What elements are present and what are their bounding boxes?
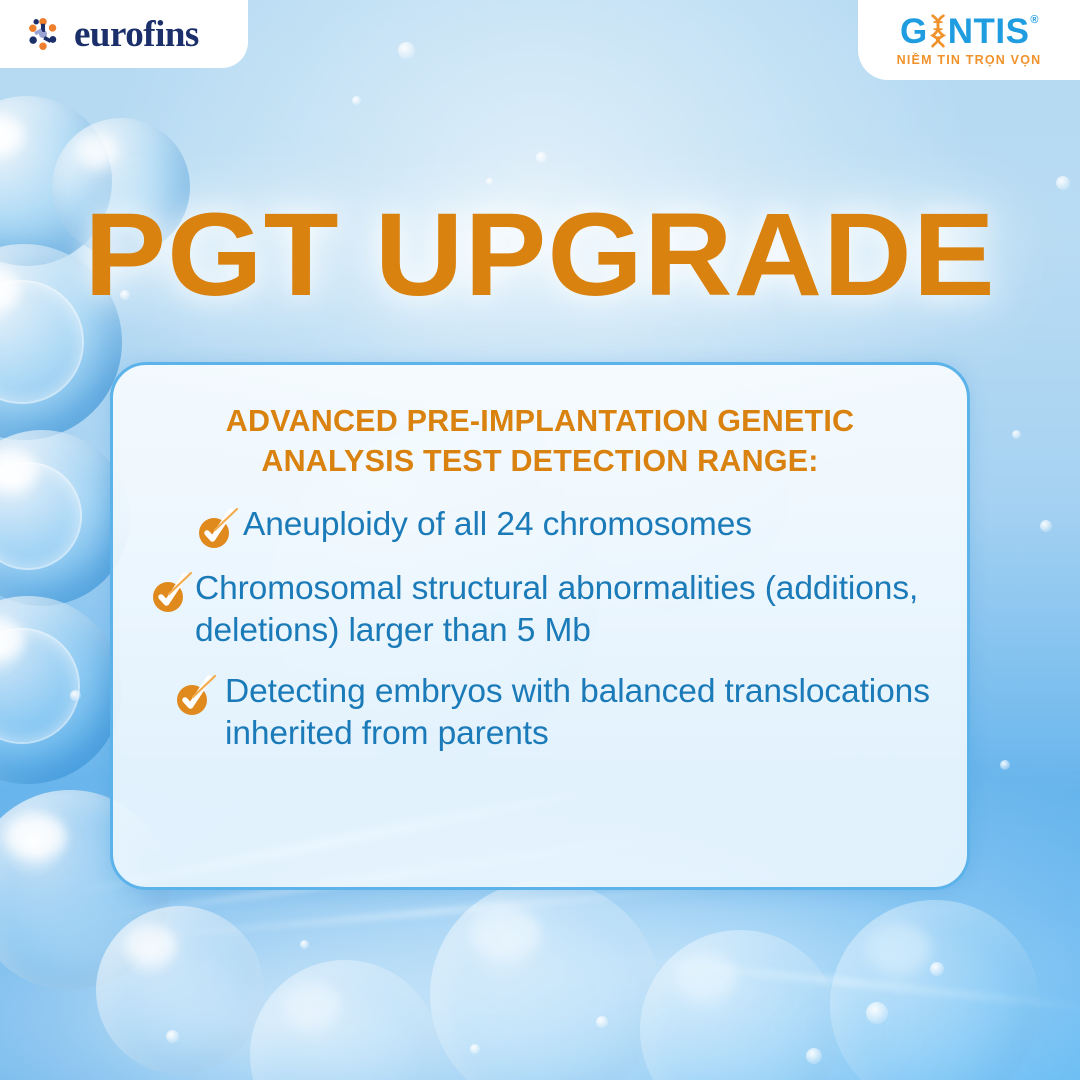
sparkle: [70, 690, 81, 701]
sparkle: [470, 1044, 480, 1054]
decorative-orb: [830, 900, 1040, 1080]
card-heading-line-2: ANALYSIS TEST DETECTION RANGE:: [261, 444, 819, 479]
gentis-tagline: NIỀM TIN TRỌN VỌN: [896, 52, 1042, 67]
gentis-wordmark: G NTIS ®: [899, 11, 1040, 51]
helix-ring-icon: [0, 462, 82, 570]
list-item: Aneuploidy of all 24 chromosomes: [139, 504, 941, 550]
detection-range-card: ADVANCED PRE-IMPLANTATION GENETIC ANALYS…: [110, 362, 970, 890]
orange-check-badge-icon: [153, 571, 193, 612]
detection-range-list: Aneuploidy of all 24 chromosomes Chromos…: [139, 504, 941, 756]
sparkle: [166, 1030, 179, 1043]
sparkle: [486, 178, 493, 185]
decorative-orb: [0, 596, 122, 784]
list-item-label: Aneuploidy of all 24 chromosomes: [243, 505, 752, 543]
helix-ring-icon: [0, 628, 80, 744]
sparkle: [930, 962, 944, 976]
eurofins-dot-cluster-icon: [29, 18, 57, 50]
decorative-orb: [430, 880, 660, 1080]
sparkle: [352, 96, 361, 105]
sparkle: [536, 152, 547, 163]
gentis-wordmark-before: G: [899, 11, 928, 51]
sparkle: [596, 1016, 608, 1028]
list-item: Chromosomal structural abnormalities (ad…: [139, 568, 941, 653]
eurofins-logo-panel: eurofins: [0, 0, 248, 68]
sparkle: [1040, 520, 1052, 532]
list-item-label: Detecting embryos with balanced transloc…: [225, 672, 930, 753]
list-item-label: Chromosomal structural abnormalities (ad…: [195, 569, 919, 650]
sparkle: [866, 1002, 888, 1024]
page-title: PGT UPGRADE: [84, 189, 996, 321]
sparkle: [398, 42, 415, 59]
orange-check-badge-icon: [177, 674, 217, 715]
decorative-orb: [96, 906, 264, 1074]
decorative-orb: [640, 930, 840, 1080]
card-heading-line-1: ADVANCED PRE-IMPLANTATION GENETIC: [225, 404, 855, 438]
sparkle: [1056, 176, 1070, 190]
eurofins-wordmark: eurofins: [74, 13, 199, 55]
light-streak: [620, 953, 1080, 1016]
list-item: Detecting embryos with balanced transloc…: [139, 671, 941, 756]
sparkle: [1000, 760, 1010, 770]
registered-trademark-symbol: ®: [1030, 13, 1040, 26]
dna-helix-icon: [929, 14, 946, 48]
gentis-wordmark-after: NTIS: [947, 11, 1030, 51]
card-heading: ADVANCED PRE-IMPLANTATION GENETIC ANALYS…: [157, 401, 923, 482]
orange-check-badge-icon: [199, 507, 239, 548]
decorative-orb: [250, 960, 440, 1080]
sparkle: [300, 940, 309, 949]
gentis-logo-panel: G NTIS ® NIỀM TIN TRỌN VỌN: [858, 0, 1080, 80]
sparkle: [1012, 430, 1021, 439]
sparkle: [806, 1048, 822, 1064]
